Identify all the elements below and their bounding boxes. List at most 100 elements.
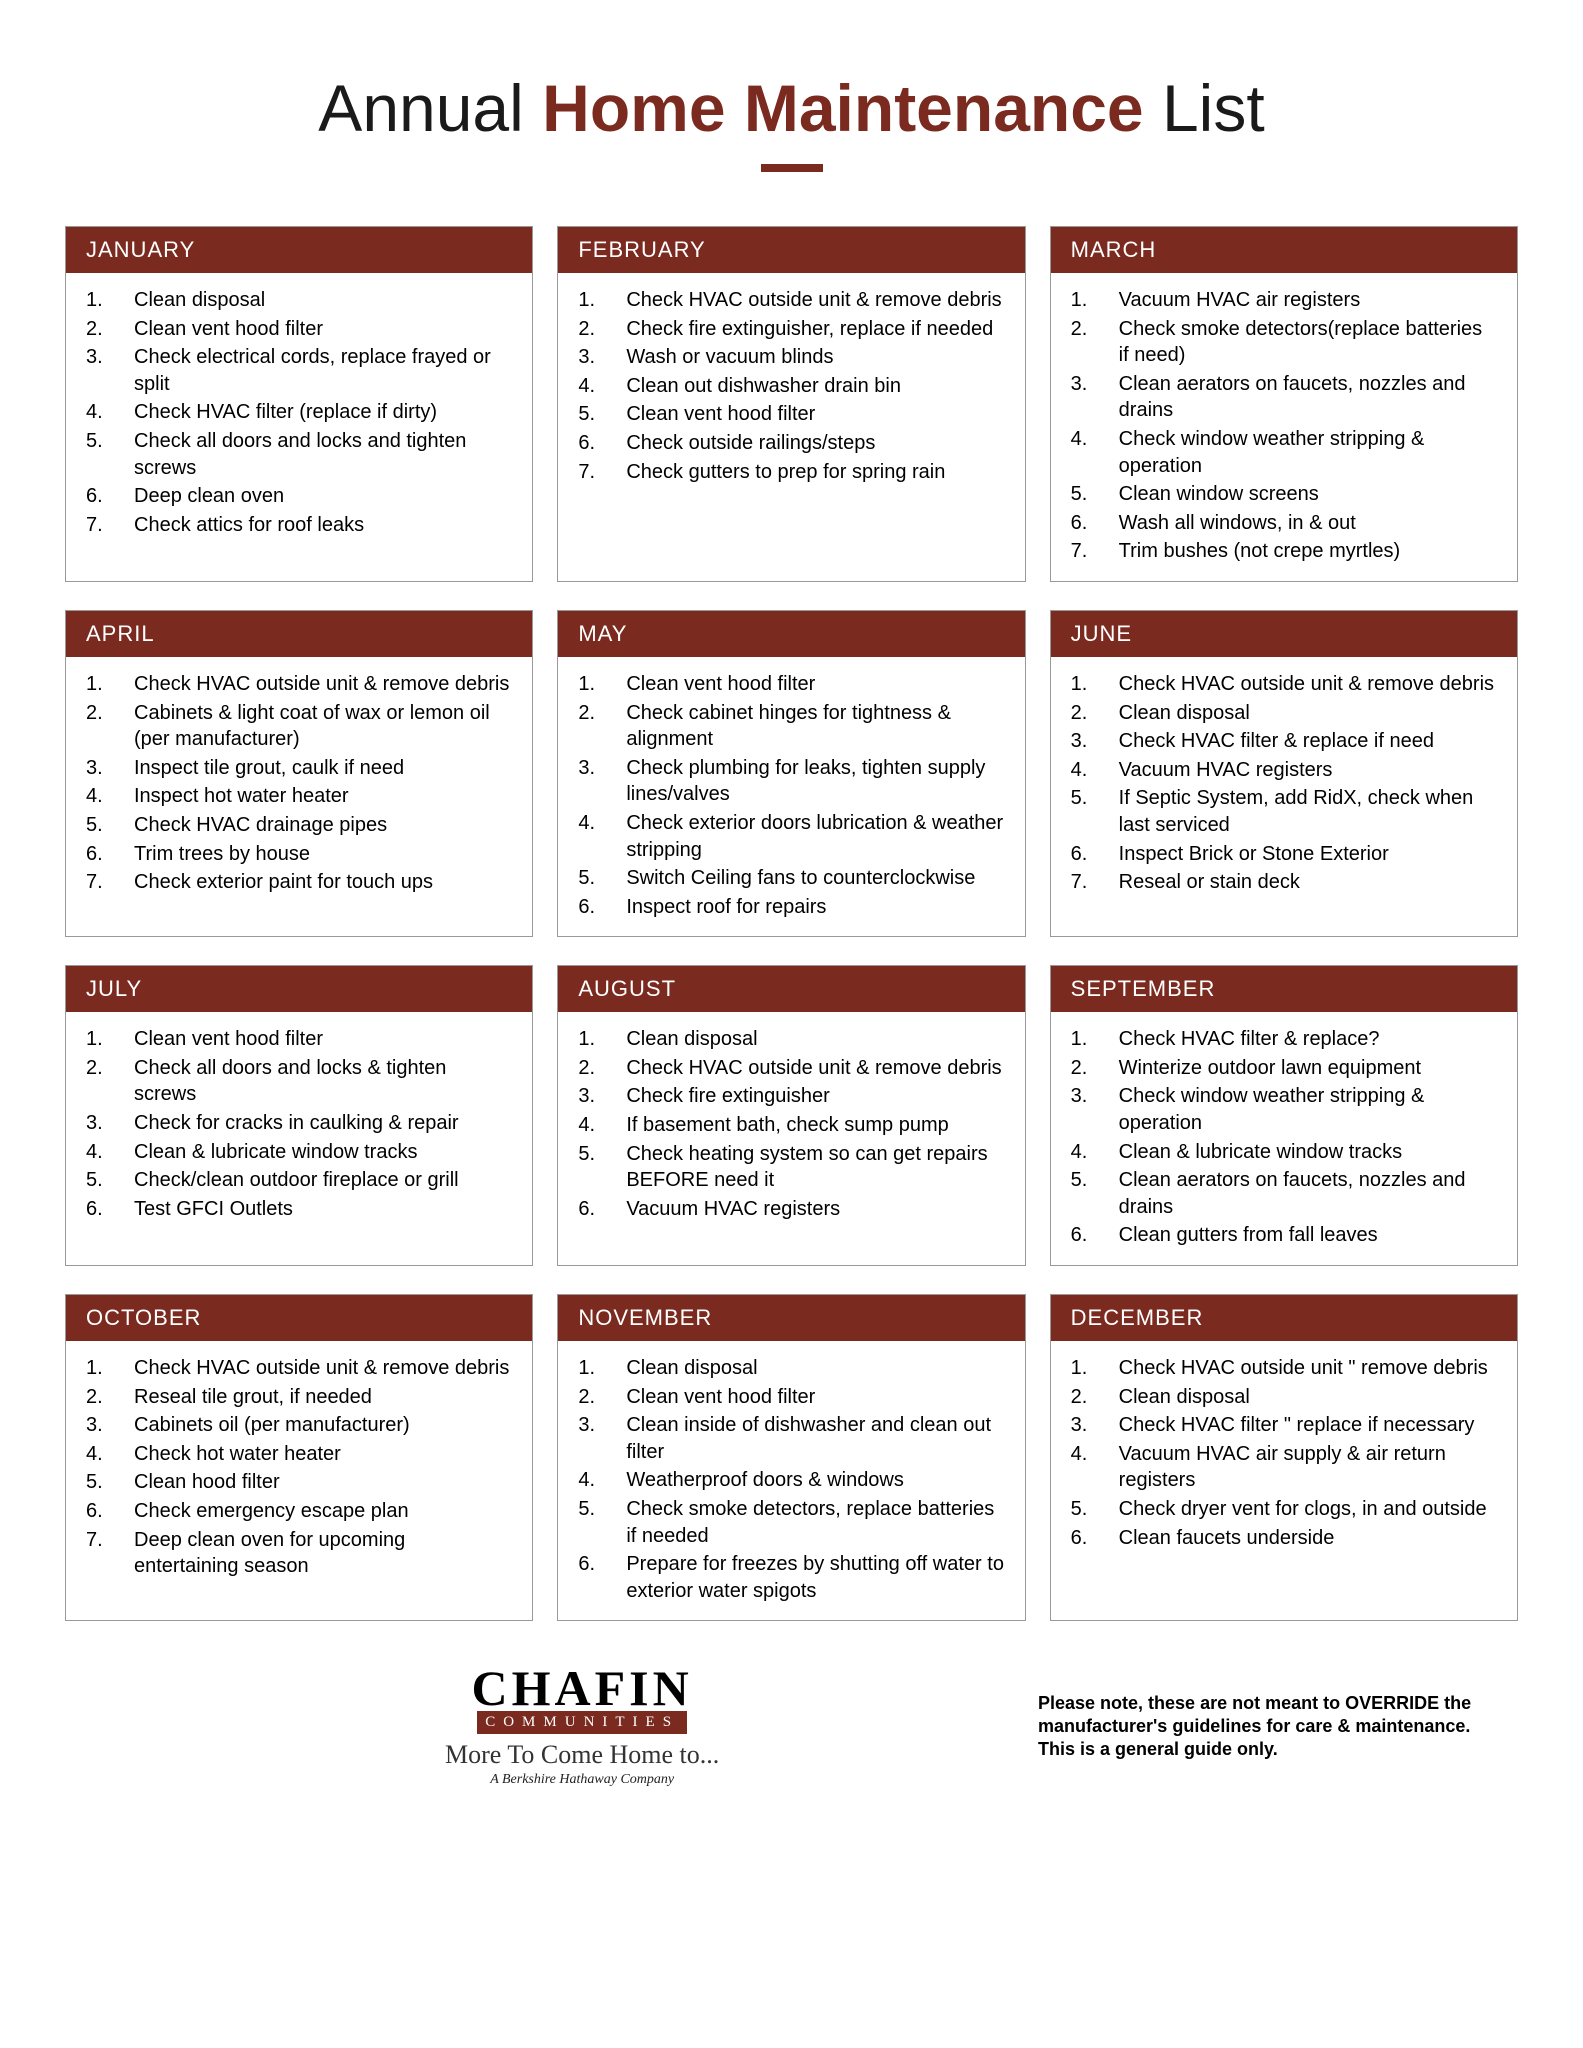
task-item: Inspect Brick or Stone Exterior [1071, 841, 1497, 868]
task-item: Check HVAC filter & replace if need [1071, 728, 1497, 755]
task-list: Check HVAC outside unit & remove debrisC… [86, 671, 512, 896]
task-item: Reseal or stain deck [1071, 869, 1497, 896]
task-item: Vacuum HVAC air registers [1071, 287, 1497, 314]
task-item: Check outside railings/steps [578, 430, 1004, 457]
disclaimer-text: Please note, these are not meant to OVER… [1038, 1692, 1498, 1762]
month-header: NOVEMBER [558, 1295, 1024, 1341]
task-item: Inspect tile grout, caulk if need [86, 755, 512, 782]
task-item: Clean inside of dishwasher and clean out… [578, 1412, 1004, 1465]
task-list: Check HVAC filter & replace?Winterize ou… [1071, 1026, 1497, 1249]
month-header: APRIL [66, 611, 532, 657]
title-part2: Home Maintenance [542, 71, 1143, 145]
task-item: Clean disposal [578, 1026, 1004, 1053]
month-body: Check HVAC outside unit " remove debrisC… [1051, 1341, 1517, 1567]
task-item: Check HVAC outside unit " remove debris [1071, 1355, 1497, 1382]
task-item: Check plumbing for leaks, tighten supply… [578, 755, 1004, 808]
task-item: Check HVAC filter " replace if necessary [1071, 1412, 1497, 1439]
month-header: FEBRUARY [558, 227, 1024, 273]
month-body: Check HVAC outside unit & remove debrisC… [66, 657, 532, 912]
task-item: Clean & lubricate window tracks [1071, 1139, 1497, 1166]
task-item: Check/clean outdoor fireplace or grill [86, 1167, 512, 1194]
task-item: Clean disposal [1071, 1384, 1497, 1411]
task-item: Check HVAC outside unit & remove debris [578, 287, 1004, 314]
month-body: Clean disposalClean vent hood filterChec… [66, 273, 532, 554]
month-header: SEPTEMBER [1051, 966, 1517, 1012]
month-header: OCTOBER [66, 1295, 532, 1341]
month-card: JANUARY Clean disposalClean vent hood fil… [65, 226, 533, 582]
title-part3: List [1144, 71, 1265, 145]
task-item: Check attics for roof leaks [86, 512, 512, 539]
month-body: Check HVAC filter & replace?Winterize ou… [1051, 1012, 1517, 1265]
month-card: FEBRUARYCheck HVAC outside unit & remove… [557, 226, 1025, 582]
month-body: Clean disposalCheck HVAC outside unit & … [558, 1012, 1024, 1238]
task-item: Test GFCI Outlets [86, 1196, 512, 1223]
month-header: DECEMBER [1051, 1295, 1517, 1341]
task-list: Clean vent hood filterCheck all doors an… [86, 1026, 512, 1222]
task-item: Prepare for freezes by shutting off wate… [578, 1551, 1004, 1604]
month-card: MARCHVacuum HVAC air registersCheck smok… [1050, 226, 1518, 582]
task-item: Check HVAC filter (replace if dirty) [86, 399, 512, 426]
task-list: Check HVAC outside unit " remove debrisC… [1071, 1355, 1497, 1551]
task-item: Check heating system so can get repairs … [578, 1141, 1004, 1194]
month-header: JULY [66, 966, 532, 1012]
task-item: If Septic System, add RidX, check when l… [1071, 785, 1497, 838]
task-item: Trim bushes (not crepe myrtles) [1071, 538, 1497, 565]
task-item: Weatherproof doors & windows [578, 1467, 1004, 1494]
task-item: Check dryer vent for clogs, in and outsi… [1071, 1496, 1497, 1523]
task-item: Deep clean oven [86, 483, 512, 510]
month-card: JULY Clean vent hood filterCheck all door… [65, 965, 533, 1266]
task-item: Clean disposal [86, 287, 512, 314]
month-header: MARCH [1051, 227, 1517, 273]
task-item: Check HVAC outside unit & remove debris [86, 671, 512, 698]
task-list: Clean disposalClean vent hood filterClea… [578, 1355, 1004, 1604]
task-item: Check HVAC outside unit & remove debris [578, 1055, 1004, 1082]
month-body: Clean disposalClean vent hood filterClea… [558, 1341, 1024, 1620]
task-item: Clean gutters from fall leaves [1071, 1222, 1497, 1249]
task-item: Deep clean oven for upcoming entertainin… [86, 1527, 512, 1580]
page-title: Annual Home Maintenance List [65, 70, 1518, 146]
month-card: AUGUSTClean disposalCheck HVAC outside u… [557, 965, 1025, 1266]
month-card: DECEMBER Check HVAC outside unit " remove… [1050, 1294, 1518, 1621]
task-item: Clean vent hood filter [578, 671, 1004, 698]
task-item: Reseal tile grout, if needed [86, 1384, 512, 1411]
task-item: Clean & lubricate window tracks [86, 1139, 512, 1166]
task-item: Check HVAC drainage pipes [86, 812, 512, 839]
logo-subtitle: COMMUNITIES [477, 1711, 687, 1734]
task-item: Cabinets & light coat of wax or lemon oi… [86, 700, 512, 753]
task-item: Check electrical cords, replace frayed o… [86, 344, 512, 397]
month-card: SEPTEMBER Check HVAC filter & replace?Win… [1050, 965, 1518, 1266]
logo-subtag: A Berkshire Hathaway Company [445, 1772, 719, 1788]
month-body: Check HVAC outside unit & remove debris C… [1051, 657, 1517, 912]
task-item: Inspect hot water heater [86, 783, 512, 810]
task-item: Check HVAC outside unit & remove debris [1071, 671, 1497, 698]
task-list: Check HVAC outside unit & remove debrisR… [86, 1355, 512, 1580]
month-body: Check HVAC outside unit & remove debris C… [558, 273, 1024, 501]
title-underline [761, 164, 823, 172]
task-item: Check window weather stripping & operati… [1071, 1083, 1497, 1136]
task-item: Wash or vacuum blinds [578, 344, 1004, 371]
task-item: Clean vent hood filter [86, 1026, 512, 1053]
task-item: Check window weather stripping & operati… [1071, 426, 1497, 479]
task-item: Check exterior doors lubrication & weath… [578, 810, 1004, 863]
task-list: Clean disposalClean vent hood filterChec… [86, 287, 512, 538]
month-card: MAYClean vent hood filterCheck cabinet h… [557, 610, 1025, 937]
task-item: Check fire extinguisher [578, 1083, 1004, 1110]
task-item: Check HVAC outside unit & remove debris [86, 1355, 512, 1382]
task-item: Check gutters to prep for spring rain [578, 459, 1004, 486]
month-body: Vacuum HVAC air registersCheck smoke det… [1051, 273, 1517, 581]
month-card: JUNECheck HVAC outside unit & remove deb… [1050, 610, 1518, 937]
task-item: Inspect roof for repairs [578, 894, 1004, 921]
logo-tagline: More To Come Home to... [445, 1740, 719, 1770]
title-part1: Annual [318, 71, 542, 145]
task-item: Clean out dishwasher drain bin [578, 373, 1004, 400]
task-item: Vacuum HVAC registers [1071, 757, 1497, 784]
task-item: Clean vent hood filter [86, 316, 512, 343]
task-item: Check hot water heater [86, 1441, 512, 1468]
month-card: OCTOBER Check HVAC outside unit & remove … [65, 1294, 533, 1621]
month-card: APRIL Check HVAC outside unit & remove de… [65, 610, 533, 937]
month-header: JANUARY [66, 227, 532, 273]
task-item: If basement bath, check sump pump [578, 1112, 1004, 1139]
logo-block: CHAFIN COMMUNITIES More To Come Home to.… [445, 1665, 719, 1788]
task-item: Clean vent hood filter [578, 401, 1004, 428]
task-list: Clean disposalCheck HVAC outside unit & … [578, 1026, 1004, 1222]
